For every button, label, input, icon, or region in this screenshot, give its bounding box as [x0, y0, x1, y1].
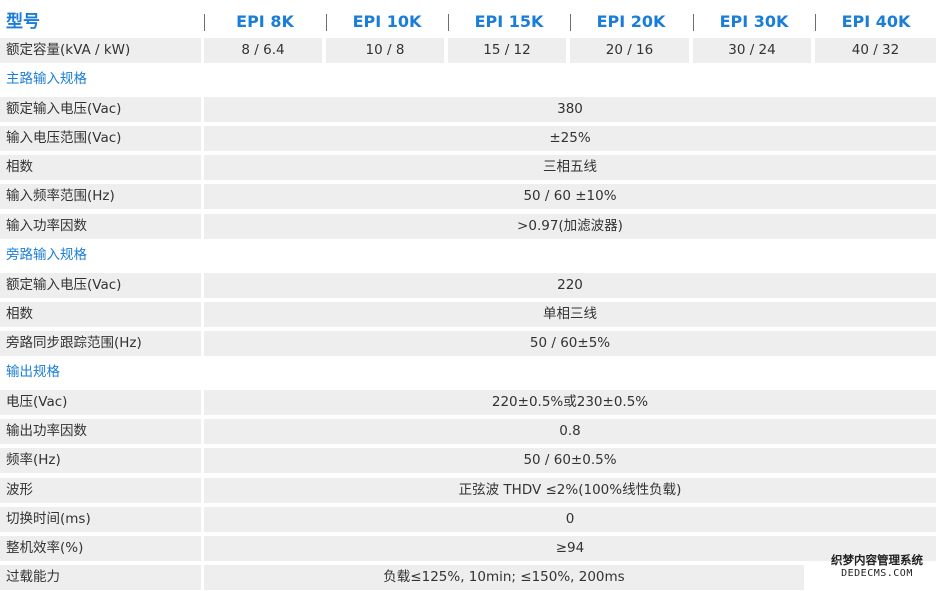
table-row: 切换时间(ms) 0 — [0, 507, 940, 532]
row-value: 三相五线 — [204, 155, 936, 180]
row-label: 输入功率因数 — [0, 214, 201, 239]
row-value: 50 / 60±0.5% — [204, 448, 936, 473]
model-label: 型号 — [6, 12, 40, 32]
capacity-value: 40 / 32 — [815, 38, 936, 63]
table-row: 波形 正弦波 THDV ≤2%(100%线性负载) — [0, 478, 940, 503]
table-row: 输入电压范围(Vac) ±25% — [0, 126, 940, 151]
row-label: 输入频率范围(Hz) — [0, 184, 201, 209]
capacity-value: 20 / 16 — [570, 38, 689, 63]
capacity-value: 30 / 24 — [693, 38, 811, 63]
header-divider — [815, 14, 816, 31]
row-label: 额定输入电压(Vac) — [0, 97, 201, 122]
row-value: 220 — [204, 273, 936, 298]
table-row: 整机效率(%) ≥94 — [0, 536, 940, 561]
row-label: 输入电压范围(Vac) — [0, 126, 201, 151]
header-divider — [448, 14, 449, 31]
table-row: 输出功率因数 0.8 — [0, 419, 940, 444]
model-epi-10k: EPI 10K — [352, 12, 422, 31]
table-row: 输入频率范围(Hz) 50 / 60 ±10% — [0, 184, 940, 209]
section-heading-bypass-input: 旁路输入规格 — [6, 247, 87, 263]
header-divider — [693, 14, 694, 31]
table-row: 频率(Hz) 50 / 60±0.5% — [0, 448, 940, 473]
row-label: 频率(Hz) — [0, 448, 201, 473]
model-epi-8k: EPI 8K — [236, 12, 294, 31]
table-header: 型号 EPI 8K EPI 10K EPI 15K EPI 20K EPI 30… — [0, 10, 940, 34]
header-divider — [326, 14, 327, 31]
row-label: 额定容量(kVA / kW) — [0, 38, 201, 63]
row-value: 50 / 60±5% — [204, 331, 936, 356]
row-value: ±25% — [204, 126, 936, 151]
row-value: 220±0.5%或230±0.5% — [204, 390, 936, 415]
table-row: 电压(Vac) 220±0.5%或230±0.5% — [0, 390, 940, 415]
model-epi-15k: EPI 15K — [474, 12, 544, 31]
row-label: 切换时间(ms) — [0, 507, 201, 532]
row-value: 0.8 — [204, 419, 936, 444]
capacity-value: 10 / 8 — [326, 38, 444, 63]
section-heading-output: 输出规格 — [6, 364, 60, 380]
model-epi-30k: EPI 30K — [719, 12, 789, 31]
table-row: 旁路同步跟踪范围(Hz) 50 / 60±5% — [0, 331, 940, 356]
watermark-title: 织梦内容管理系统 — [831, 553, 923, 567]
header-divider — [204, 14, 205, 31]
row-value: 50 / 60 ±10% — [204, 184, 936, 209]
model-epi-40k: EPI 40K — [841, 12, 911, 31]
row-label: 过载能力 — [0, 565, 201, 590]
table-row: 额定输入电压(Vac) 380 — [0, 97, 940, 122]
row-label: 相数 — [0, 155, 201, 180]
watermark: 织梦内容管理系统 DEDECMS.COM — [822, 553, 932, 580]
table-row: 输入功率因数 >0.97(加滤波器) — [0, 214, 940, 239]
row-label: 额定输入电压(Vac) — [0, 273, 201, 298]
row-value: 0 — [204, 507, 936, 532]
row-label: 波形 — [0, 478, 201, 503]
table-row: 相数 单相三线 — [0, 302, 940, 327]
section-heading-main-input: 主路输入规格 — [6, 71, 87, 87]
row-value: 正弦波 THDV ≤2%(100%线性负载) — [204, 478, 936, 503]
row-value: 负载≤125%, 10min; ≤150%, 200ms — [204, 565, 804, 590]
row-label: 旁路同步跟踪范围(Hz) — [0, 331, 201, 356]
row-value: ≥94 — [204, 536, 936, 561]
row-label: 电压(Vac) — [0, 390, 201, 415]
row-label: 整机效率(%) — [0, 536, 201, 561]
row-label: 相数 — [0, 302, 201, 327]
row-value: 单相三线 — [204, 302, 936, 327]
row-value: >0.97(加滤波器) — [204, 214, 936, 239]
header-divider — [570, 14, 571, 31]
table-row: 额定输入电压(Vac) 220 — [0, 273, 940, 298]
table-row: 相数 三相五线 — [0, 155, 940, 180]
capacity-value: 8 / 6.4 — [204, 38, 322, 63]
row-label: 输出功率因数 — [0, 419, 201, 444]
capacity-value: 15 / 12 — [448, 38, 566, 63]
capacity-row: 额定容量(kVA / kW) 8 / 6.4 10 / 8 15 / 12 20… — [0, 38, 940, 63]
watermark-url: DEDECMS.COM — [841, 568, 913, 579]
model-epi-20k: EPI 20K — [596, 12, 666, 31]
row-value: 380 — [204, 97, 936, 122]
table-row: 过载能力 负载≤125%, 10min; ≤150%, 200ms — [0, 565, 940, 590]
